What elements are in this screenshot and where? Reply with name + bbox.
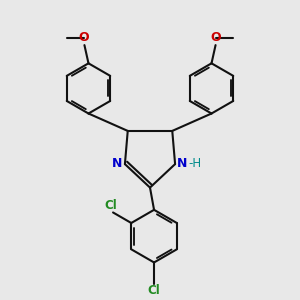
Text: O: O: [211, 31, 221, 44]
Text: Cl: Cl: [105, 199, 117, 212]
Text: -H: -H: [189, 157, 202, 170]
Text: N: N: [112, 157, 122, 170]
Text: N: N: [176, 157, 187, 170]
Text: Cl: Cl: [148, 284, 160, 297]
Text: O: O: [79, 31, 89, 44]
